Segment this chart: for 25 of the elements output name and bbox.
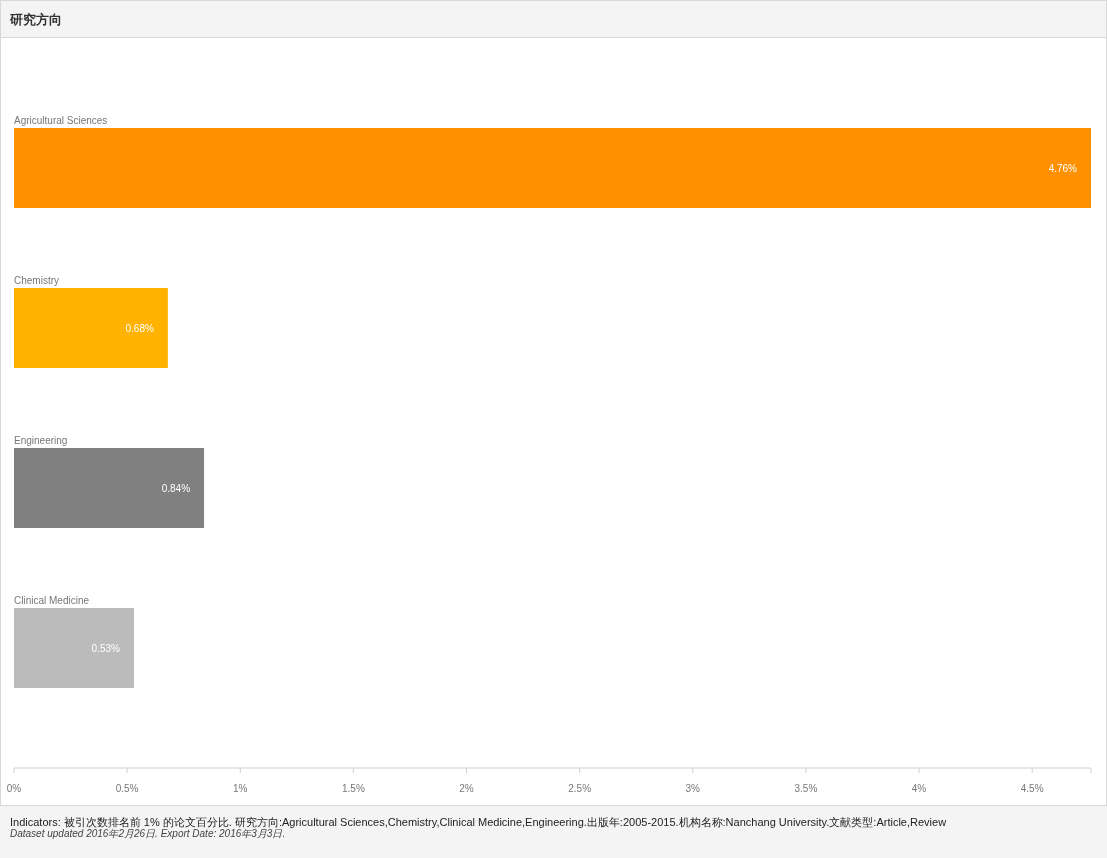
data-label: 0.84% [161, 483, 191, 494]
x-tick-label: 4.5% [1020, 783, 1044, 794]
text: Dataset updated 2016年2月26日. Export Date: 2016年3月3日. [10, 828, 286, 840]
x-tick-label: 2% [459, 783, 474, 794]
data-label: 4.76% [1048, 163, 1078, 174]
y-tick-label: Clinical Medicine [14, 595, 90, 606]
text: Indicators: 被引次数排名前 1% 的论文百分比. 研究方向:Agricultural Sciences,Chemistry,Clinical Medicine,Engineering.出版年:2005-2015.机构名称:Nanchang University.文献类型:Article,Review [10, 816, 948, 828]
bar [14, 608, 134, 688]
x-tick-label: 0% [6, 783, 22, 794]
x-tick-label: 1.5% [341, 783, 365, 794]
bar [14, 288, 168, 368]
x-tick-label: 0.5% [115, 783, 139, 794]
x-tick-label: 2.5% [568, 783, 592, 794]
chart-title: 研究方向 [9, 12, 62, 27]
y-tick-label: Agricultural Sciences [14, 115, 108, 126]
data-label: 0.68% [125, 323, 154, 334]
x-tick-label: 1% [233, 783, 248, 794]
bar [14, 128, 1091, 208]
x-tick-label: 3.5% [794, 783, 818, 794]
y-tick-label: Engineering [14, 435, 68, 446]
x-tick-label: 3% [685, 783, 701, 794]
data-label: 0.53% [91, 643, 121, 654]
bar [14, 448, 205, 528]
x-tick-label: 4% [911, 783, 927, 794]
y-tick-label: Chemistry [14, 275, 60, 286]
